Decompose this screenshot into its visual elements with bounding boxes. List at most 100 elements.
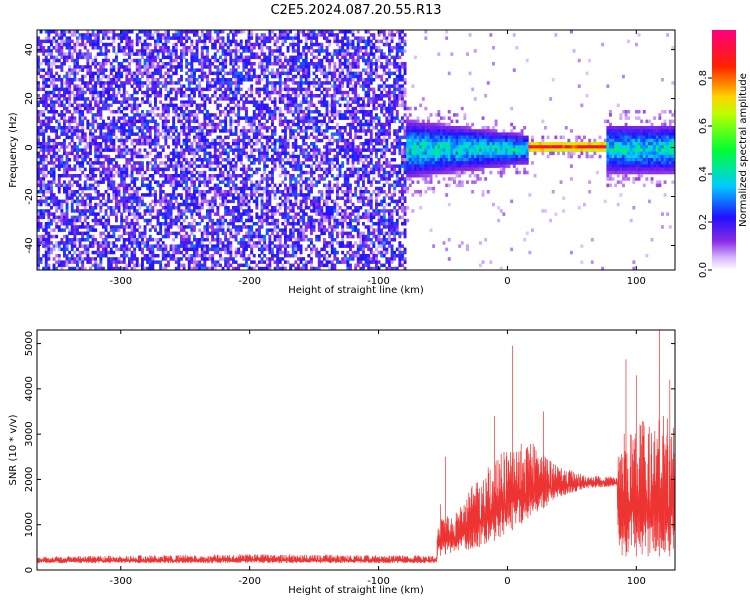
heatmap-cell — [91, 33, 95, 37]
heatmap-cell — [47, 78, 51, 82]
heatmap-cell — [122, 164, 126, 168]
heatmap-cell — [130, 116, 134, 120]
heatmap-cell — [112, 39, 116, 44]
heatmap-cell — [60, 212, 64, 216]
heatmap-cell — [278, 257, 282, 261]
heatmap-cell — [289, 129, 293, 133]
heatmap-cell — [96, 142, 100, 146]
heatmap-cell — [297, 119, 300, 124]
heatmap-cell — [89, 174, 92, 178]
heatmap-cell — [291, 215, 295, 220]
heatmap-cell — [200, 199, 204, 204]
heatmap-cell — [83, 74, 87, 79]
heatmap-cell — [37, 151, 40, 156]
heatmap-cell — [96, 263, 100, 268]
heatmap-cell — [91, 234, 95, 239]
heatmap-cell — [229, 158, 233, 162]
heatmap-cell — [169, 78, 173, 82]
heatmap-cell — [138, 142, 142, 146]
heatmap-cell — [57, 74, 61, 79]
heatmap-cell — [172, 190, 176, 194]
heatmap-cell — [232, 167, 235, 172]
heatmap-cell — [122, 154, 126, 159]
heatmap-cell — [44, 116, 48, 120]
heatmap-cell — [211, 161, 215, 165]
heatmap-cell — [211, 119, 215, 124]
heatmap-cell — [247, 74, 251, 79]
heatmap-cell — [208, 87, 212, 92]
heatmap-cell — [203, 106, 207, 111]
heatmap-cell — [115, 244, 118, 248]
heatmap-cell — [237, 103, 241, 108]
heatmap-cell — [102, 225, 105, 229]
heatmap-cell — [104, 177, 108, 181]
heatmap-cell — [89, 177, 92, 181]
heatmap-cell — [237, 206, 241, 210]
heatmap-cell — [68, 180, 72, 184]
heatmap-cell — [182, 148, 186, 152]
heatmap-cell — [263, 218, 267, 223]
heatmap-cell — [96, 100, 100, 104]
heatmap-cell — [76, 161, 79, 165]
heatmap-cell — [148, 257, 152, 261]
heatmap-cell — [42, 266, 46, 270]
heatmap-cell — [42, 174, 46, 178]
heatmap-cell — [109, 266, 113, 270]
heatmap-cell — [284, 228, 287, 232]
heatmap-cell — [190, 62, 194, 66]
heatmap-cell — [68, 142, 72, 146]
heatmap-cell — [102, 122, 105, 127]
heatmap-cell — [42, 132, 46, 136]
heatmap-cell — [234, 254, 238, 258]
heatmap-cell — [125, 183, 129, 188]
heatmap-cell — [96, 218, 100, 223]
heatmap-cell — [284, 65, 287, 69]
heatmap-cell — [50, 234, 53, 239]
heatmap-cell — [83, 100, 87, 104]
heatmap-cell — [193, 266, 196, 270]
heatmap-cell — [195, 46, 199, 50]
heatmap-cell — [70, 244, 74, 248]
heatmap-cell — [120, 116, 124, 120]
heatmap-cell — [239, 174, 243, 178]
heatmap-cell — [190, 244, 194, 248]
heatmap-cell — [161, 206, 165, 210]
heatmap-cell — [268, 106, 272, 111]
heatmap-cell — [39, 199, 43, 204]
heatmap-cell — [190, 196, 194, 200]
heatmap-cell — [198, 244, 202, 248]
heatmap-cell — [216, 58, 220, 63]
heatmap-cell — [89, 196, 92, 200]
heatmap-cell — [286, 218, 290, 223]
heatmap-cell — [125, 78, 129, 82]
heatmap-cell — [128, 30, 131, 34]
heatmap-cell — [213, 145, 217, 149]
heatmap-cell — [185, 161, 189, 165]
heatmap-cell — [273, 55, 277, 60]
heatmap-cell — [122, 238, 126, 242]
heatmap-cell — [115, 71, 118, 76]
heatmap-cell — [143, 241, 147, 245]
heatmap-cell — [94, 186, 98, 191]
heatmap-cell — [172, 257, 176, 261]
heatmap-cell — [239, 244, 243, 248]
heatmap-cell — [154, 161, 157, 165]
heatmap-cell — [177, 202, 181, 207]
heatmap-cell — [281, 215, 285, 220]
heatmap-cell — [174, 154, 178, 159]
heatmap-cell — [164, 116, 168, 120]
heatmap-cell — [159, 225, 163, 229]
heatmap-cell — [229, 42, 233, 47]
heatmap-cell — [193, 90, 196, 95]
heatmap-cell — [177, 206, 181, 210]
heatmap-cell — [125, 129, 129, 133]
heatmap-cell — [213, 161, 217, 165]
heatmap-cell — [281, 244, 285, 248]
heatmap-cell — [96, 30, 100, 34]
heatmap-cell — [247, 78, 251, 82]
heatmap-cell — [247, 199, 251, 204]
heatmap-cell — [94, 116, 98, 120]
heatmap-cell — [195, 126, 199, 130]
heatmap-cell — [180, 100, 183, 104]
heatmap-cell — [289, 222, 293, 226]
